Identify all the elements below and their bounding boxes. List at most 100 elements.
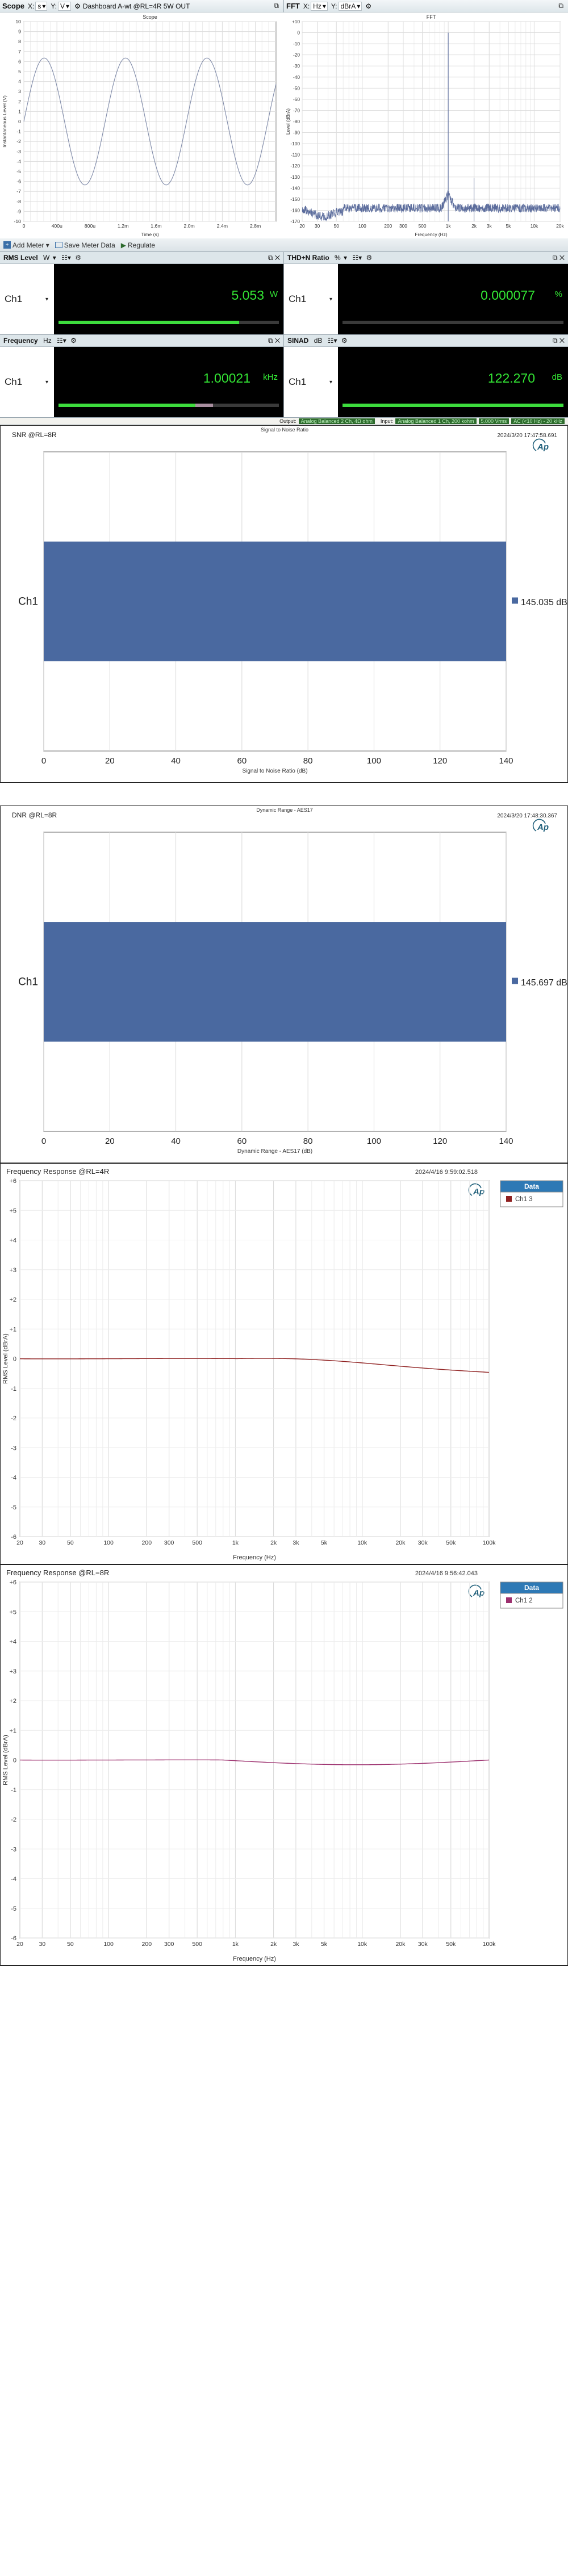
svg-text:Ch1 2: Ch1 2 xyxy=(515,1597,533,1604)
svg-text:100: 100 xyxy=(358,223,366,229)
svg-text:140: 140 xyxy=(499,756,513,766)
svg-text:5: 5 xyxy=(18,69,21,74)
svg-text:800u: 800u xyxy=(85,223,95,229)
svg-text:50k: 50k xyxy=(446,1941,456,1948)
svg-text:20k: 20k xyxy=(395,1941,406,1948)
svg-text:2: 2 xyxy=(18,99,21,104)
svg-text:100: 100 xyxy=(367,756,381,766)
svg-text:-9: -9 xyxy=(16,208,21,214)
svg-text:-140: -140 xyxy=(290,185,300,191)
svg-text:5k: 5k xyxy=(321,1941,328,1948)
svg-text:0: 0 xyxy=(13,1757,16,1764)
svg-text:145.035 dB: 145.035 dB xyxy=(521,598,567,607)
svg-text:20k: 20k xyxy=(395,1539,406,1546)
svg-text:7: 7 xyxy=(18,49,21,54)
svg-text:-5: -5 xyxy=(11,1504,16,1511)
svg-text:145.697 dB: 145.697 dB xyxy=(521,978,567,988)
svg-text:0: 0 xyxy=(41,1136,46,1146)
svg-text:300: 300 xyxy=(399,223,407,229)
svg-text:5k: 5k xyxy=(506,223,512,229)
svg-text:Instantaneous Level (V): Instantaneous Level (V) xyxy=(2,95,7,148)
svg-text:-4: -4 xyxy=(11,1876,16,1883)
svg-text:10k: 10k xyxy=(357,1539,367,1546)
svg-text:+1: +1 xyxy=(9,1326,16,1333)
svg-text:30k: 30k xyxy=(418,1941,428,1948)
svg-text:-4: -4 xyxy=(11,1475,16,1482)
svg-text:-150: -150 xyxy=(290,196,300,202)
svg-text:50: 50 xyxy=(334,223,340,229)
svg-text:-2: -2 xyxy=(11,1415,16,1422)
svg-text:+2: +2 xyxy=(9,1297,16,1303)
svg-text:Frequency Response @RL=4R: Frequency Response @RL=4R xyxy=(6,1167,109,1176)
svg-text:-170: -170 xyxy=(290,219,300,224)
svg-text:Ch1: Ch1 xyxy=(18,596,38,608)
svg-text:20: 20 xyxy=(105,756,115,766)
svg-text:0: 0 xyxy=(297,30,300,36)
svg-text:+5: +5 xyxy=(9,1207,16,1214)
svg-text:-5: -5 xyxy=(16,169,21,174)
svg-text:60: 60 xyxy=(237,1136,247,1146)
svg-text:100: 100 xyxy=(103,1941,114,1948)
svg-text:140: 140 xyxy=(499,1136,513,1146)
svg-text:400u: 400u xyxy=(52,223,62,229)
svg-text:2.0m: 2.0m xyxy=(183,223,194,229)
svg-text:Ch1 3: Ch1 3 xyxy=(515,1196,533,1203)
svg-text:-1: -1 xyxy=(11,1386,16,1392)
svg-text:-90: -90 xyxy=(293,130,300,136)
svg-text:Time (s): Time (s) xyxy=(141,232,159,237)
svg-text:4: 4 xyxy=(18,79,21,85)
svg-text:300: 300 xyxy=(164,1539,174,1546)
svg-text:-80: -80 xyxy=(293,119,300,124)
svg-text:Frequency Response @RL=8R: Frequency Response @RL=8R xyxy=(6,1568,109,1577)
svg-text:3k: 3k xyxy=(487,223,492,229)
svg-text:-120: -120 xyxy=(290,163,300,169)
svg-text:Signal to Noise Ratio: Signal to Noise Ratio xyxy=(261,427,308,433)
svg-text:Scope: Scope xyxy=(143,14,157,20)
svg-text:1: 1 xyxy=(18,108,21,114)
svg-text:Level (dBrA): Level (dBrA) xyxy=(285,108,291,135)
svg-text:0: 0 xyxy=(41,756,46,766)
svg-text:Ap: Ap xyxy=(537,442,549,452)
svg-text:50: 50 xyxy=(67,1539,74,1546)
svg-text:200: 200 xyxy=(384,223,392,229)
svg-text:-6: -6 xyxy=(11,1935,16,1942)
svg-text:-50: -50 xyxy=(293,85,300,91)
svg-text:+2: +2 xyxy=(9,1698,16,1705)
svg-text:RMS Level (dBrA): RMS Level (dBrA) xyxy=(2,1333,9,1384)
svg-text:-2: -2 xyxy=(16,139,21,144)
svg-text:-10: -10 xyxy=(293,41,300,47)
svg-text:-160: -160 xyxy=(290,207,300,213)
svg-text:-3: -3 xyxy=(16,149,21,154)
svg-text:Frequency (Hz): Frequency (Hz) xyxy=(233,1554,276,1561)
svg-text:8: 8 xyxy=(18,39,21,44)
svg-text:200: 200 xyxy=(142,1941,152,1948)
svg-text:10k: 10k xyxy=(531,223,538,229)
svg-text:10k: 10k xyxy=(357,1941,367,1948)
svg-text:Ch1: Ch1 xyxy=(18,976,38,988)
svg-text:2024/3/20 17:47:58.691: 2024/3/20 17:47:58.691 xyxy=(497,433,557,439)
svg-text:Ap: Ap xyxy=(473,1187,485,1197)
svg-text:2k: 2k xyxy=(270,1941,277,1948)
svg-text:20: 20 xyxy=(299,223,305,229)
svg-text:-130: -130 xyxy=(290,174,300,180)
svg-text:40: 40 xyxy=(171,1136,181,1146)
svg-text:-1: -1 xyxy=(16,129,21,135)
svg-text:200: 200 xyxy=(142,1539,152,1546)
svg-text:-7: -7 xyxy=(16,188,21,194)
svg-text:0: 0 xyxy=(23,223,26,229)
svg-text:+3: +3 xyxy=(9,1267,16,1274)
svg-text:-5: -5 xyxy=(11,1906,16,1912)
svg-text:1k: 1k xyxy=(232,1941,239,1948)
svg-text:50k: 50k xyxy=(446,1539,456,1546)
svg-text:2024/4/16 9:56:42.043: 2024/4/16 9:56:42.043 xyxy=(415,1570,478,1577)
svg-text:Frequency (Hz): Frequency (Hz) xyxy=(233,1956,276,1962)
svg-text:-8: -8 xyxy=(16,199,21,204)
svg-text:+6: +6 xyxy=(9,1178,16,1185)
svg-text:+4: +4 xyxy=(9,1639,16,1646)
svg-text:2024/4/16 9:59:02.518: 2024/4/16 9:59:02.518 xyxy=(415,1169,478,1176)
svg-text:60: 60 xyxy=(237,756,247,766)
svg-text:50: 50 xyxy=(67,1941,74,1948)
svg-text:Frequency (Hz): Frequency (Hz) xyxy=(415,232,447,237)
svg-text:6: 6 xyxy=(18,58,21,64)
svg-text:+10: +10 xyxy=(292,19,300,24)
